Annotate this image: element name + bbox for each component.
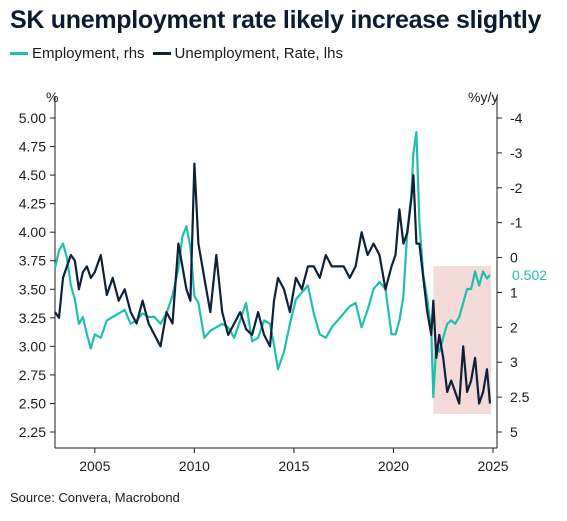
left-tick-label: 2.25 — [19, 424, 46, 440]
legend-label-unemployment: Unemployment, Rate, lhs — [174, 45, 343, 62]
x-tick-label: 2010 — [179, 458, 210, 474]
legend-item-employment: Employment, rhs — [10, 45, 145, 62]
left-tick-label: 4.75 — [19, 139, 46, 155]
left-tick-label: 3.50 — [19, 281, 46, 297]
unemployment-series-line — [54, 162, 492, 405]
right-tick-label: -4 — [510, 110, 523, 126]
legend-item-unemployment: Unemployment, Rate, lhs — [152, 45, 343, 62]
left-tick-label: 4.50 — [19, 167, 46, 183]
left-tick-label: 2.50 — [19, 395, 46, 411]
left-tick-label: 4.00 — [19, 224, 46, 240]
legend-label-employment: Employment, rhs — [32, 45, 145, 62]
series-layer — [53, 130, 492, 405]
x-tick-label: 2020 — [378, 458, 409, 474]
legend-swatch-employment — [10, 52, 28, 55]
right-tick-label: 0 — [510, 250, 518, 266]
left-tick-label: 3.25 — [19, 310, 46, 326]
left-tick-label: 2.75 — [19, 367, 46, 383]
left-tick-label: 5.00 — [19, 110, 46, 126]
right-axis-label: %y/y — [468, 89, 498, 105]
right-tick-label: 3 — [510, 354, 518, 370]
right-tick-label: 2 — [510, 319, 518, 335]
employment-last-value-label: 0.502 — [512, 267, 547, 283]
right-tick-label: -3 — [510, 145, 523, 161]
legend-swatch-unemployment — [152, 52, 171, 55]
chart-source: Source: Convera, Macrobond — [10, 490, 180, 505]
right-tick-label: 2.5 — [510, 389, 530, 405]
employment-series-line — [53, 130, 491, 399]
axis-layer: 5.00 4.75 4.50 4.25 4.00 3.75 3.50 3.25 3.00 2.75… — [19, 89, 530, 474]
x-tick-label: 2015 — [278, 458, 309, 474]
chart-title: SK unemployment rate likely increase sli… — [10, 6, 542, 34]
x-tick-label: 2025 — [477, 458, 508, 474]
label-layer: 0.502 — [512, 267, 547, 283]
left-axis-label: % — [46, 89, 58, 105]
left-tick-label: 3.75 — [19, 253, 46, 269]
chart-legend: Employment, rhs Unemployment, Rate, lhs — [10, 45, 351, 62]
left-tick-label: 4.25 — [19, 196, 46, 212]
right-tick-label: 5 — [510, 424, 518, 440]
right-tick-label: 1 — [510, 284, 518, 300]
x-tick-label: 2005 — [79, 458, 110, 474]
right-tick-label: -1 — [510, 215, 523, 231]
right-tick-label: -2 — [510, 180, 523, 196]
left-tick-label: 3.00 — [19, 338, 46, 354]
